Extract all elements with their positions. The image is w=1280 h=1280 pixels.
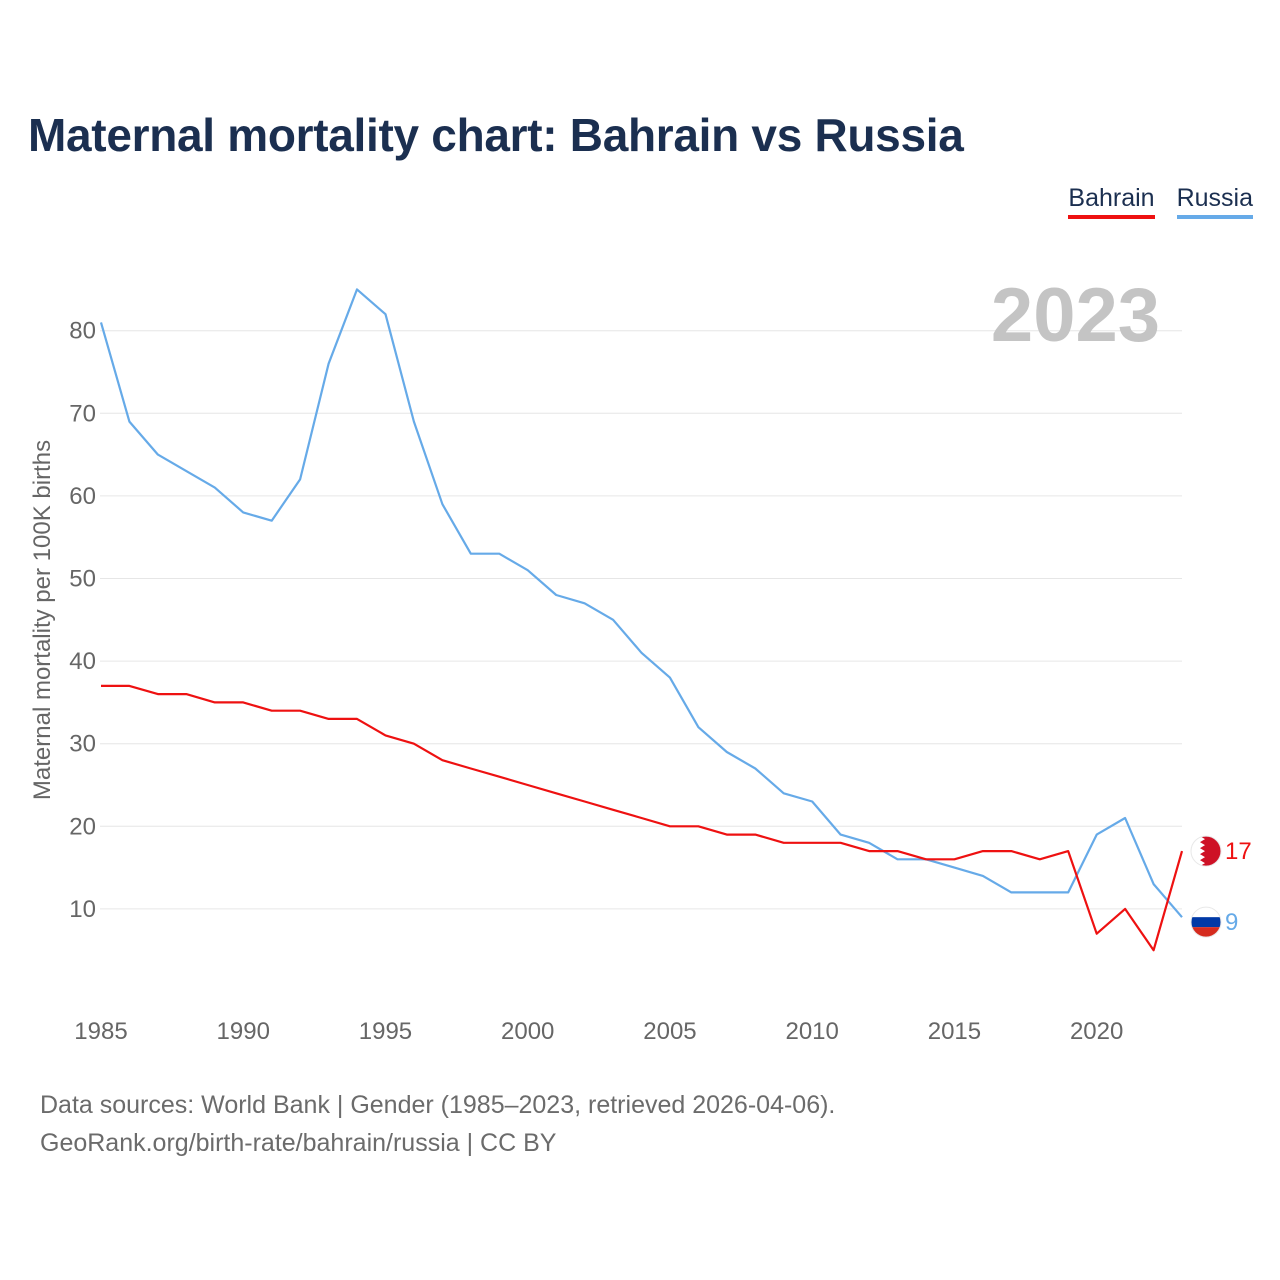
x-tick-2000: 2000	[501, 1018, 554, 1045]
grid-lines	[100, 330, 1182, 910]
y-tick-80: 80	[69, 318, 96, 345]
series-line-russia[interactable]	[99, 288, 1183, 918]
line-chart: 10 20 30 40 50 60 70 80 1985 1990 1995 2000 2005 201…	[29, 273, 1252, 1045]
legend-item-bahrain[interactable]: Bahrain	[1068, 184, 1155, 219]
y-tick-70: 70	[69, 400, 96, 427]
y-tick-10: 10	[69, 896, 96, 923]
x-tick-2010: 2010	[785, 1018, 838, 1045]
y-axis-ticks: 10 20 30 40 50 60 70 80	[69, 318, 96, 923]
flag-bahrain-icon	[1191, 836, 1221, 867]
x-tick-1985: 1985	[74, 1018, 127, 1045]
x-tick-2020: 2020	[1070, 1018, 1123, 1045]
y-tick-30: 30	[69, 731, 96, 758]
footer-source: Data sources: World Bank | Gender (1985–…	[40, 1091, 836, 1119]
legend-item-russia[interactable]: Russia	[1176, 184, 1253, 219]
chart-title: Maternal mortality chart: Bahrain vs Rus…	[28, 109, 964, 161]
footer-link[interactable]: GeoRank.org/birth-rate/bahrain/russia | …	[40, 1129, 557, 1157]
x-tick-2015: 2015	[928, 1018, 981, 1045]
y-tick-40: 40	[69, 648, 96, 675]
y-tick-20: 20	[69, 813, 96, 840]
end-label-russia: 9	[1225, 909, 1238, 936]
end-label-bahrain: 17	[1225, 838, 1252, 865]
y-axis-label: Maternal mortality per 100K births	[29, 440, 56, 800]
y-tick-60: 60	[69, 483, 96, 510]
series-line-bahrain[interactable]	[101, 684, 1184, 952]
flag-russia-icon	[1191, 907, 1221, 938]
x-tick-2005: 2005	[643, 1018, 696, 1045]
x-tick-1995: 1995	[359, 1018, 412, 1045]
footer: Data sources: World Bank | Gender (1985–…	[40, 1086, 835, 1162]
x-axis-ticks: 1985 1990 1995 2000 2005 2010 2015 2020	[74, 1018, 1123, 1045]
year-label: 2023	[991, 273, 1160, 358]
series-lines	[99, 288, 1184, 952]
end-markers: 17 9	[1190, 835, 1252, 938]
legend: Bahrain Russia	[1068, 184, 1253, 219]
y-tick-50: 50	[69, 566, 96, 593]
x-tick-1990: 1990	[217, 1018, 270, 1045]
